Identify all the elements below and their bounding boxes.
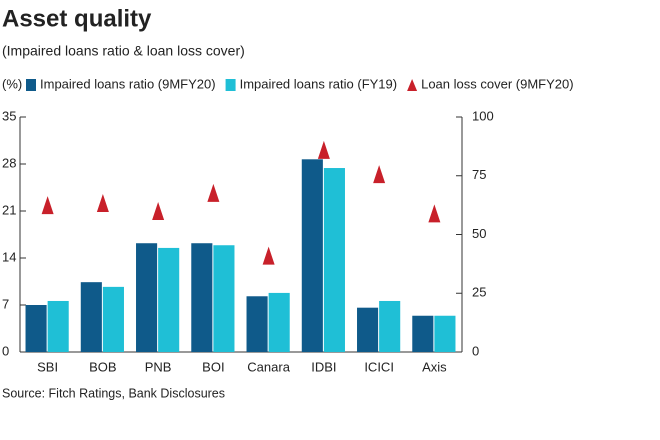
bar [158, 247, 180, 352]
legend-label: Impaired loans ratio (FY19) [240, 76, 398, 91]
y2-tick-label: 75 [472, 167, 486, 182]
x-tick-label: Canara [247, 359, 290, 374]
triangle-marker [207, 183, 220, 202]
y-tick-label: 21 [2, 202, 16, 217]
bar [412, 315, 434, 352]
source-note: Source: Fitch Ratings, Bank Disclosures [2, 386, 225, 400]
x-tick-label: BOI [202, 359, 224, 374]
triangle-marker [152, 202, 165, 220]
x-tick-label: PNB [145, 359, 172, 374]
y-tick-label: 0 [2, 343, 9, 358]
y2-tick-label: 50 [472, 226, 486, 241]
bar [213, 245, 235, 352]
bar [136, 243, 158, 352]
bar [357, 307, 379, 352]
legend-swatch [26, 79, 36, 91]
legend-label: Impaired loans ratio (9MFY20) [40, 76, 216, 91]
bar [102, 286, 124, 352]
bar [301, 159, 323, 352]
bar [268, 292, 290, 352]
legend-swatch [407, 79, 418, 91]
legend-label: Loan loss cover (9MFY20) [421, 76, 573, 91]
x-tick-label: IDBI [311, 359, 336, 374]
bar [323, 168, 345, 352]
triangle-marker [428, 204, 441, 223]
x-tick-label: SBI [37, 359, 58, 374]
y-tick-label: 28 [2, 155, 16, 170]
triangle-marker [96, 194, 109, 213]
y-axis-label: (%) [2, 76, 22, 91]
y2-tick-label: 25 [472, 285, 486, 300]
triangle-marker [262, 246, 275, 265]
chart-subtitle: (Impaired loans ratio & loan loss cover) [2, 43, 245, 59]
bar [191, 243, 213, 352]
bar [47, 300, 69, 352]
x-tick-label: BOB [89, 359, 116, 374]
legend-swatch [225, 79, 236, 91]
bar [246, 296, 268, 352]
triangle-marker [373, 165, 386, 184]
bar [379, 300, 401, 352]
y-tick-label: 14 [2, 249, 16, 264]
bar [434, 315, 456, 352]
triangle-marker [317, 140, 330, 159]
y2-tick-label: 100 [472, 108, 494, 123]
y-tick-label: 7 [2, 296, 9, 311]
chart-title: Asset quality [2, 5, 152, 32]
x-tick-label: Axis [422, 359, 447, 374]
y-tick-label: 35 [2, 108, 16, 123]
x-tick-label: ICICI [364, 359, 394, 374]
bar [25, 305, 47, 352]
triangle-marker [41, 196, 54, 215]
y2-tick-label: 0 [472, 343, 479, 358]
bar [80, 282, 102, 352]
